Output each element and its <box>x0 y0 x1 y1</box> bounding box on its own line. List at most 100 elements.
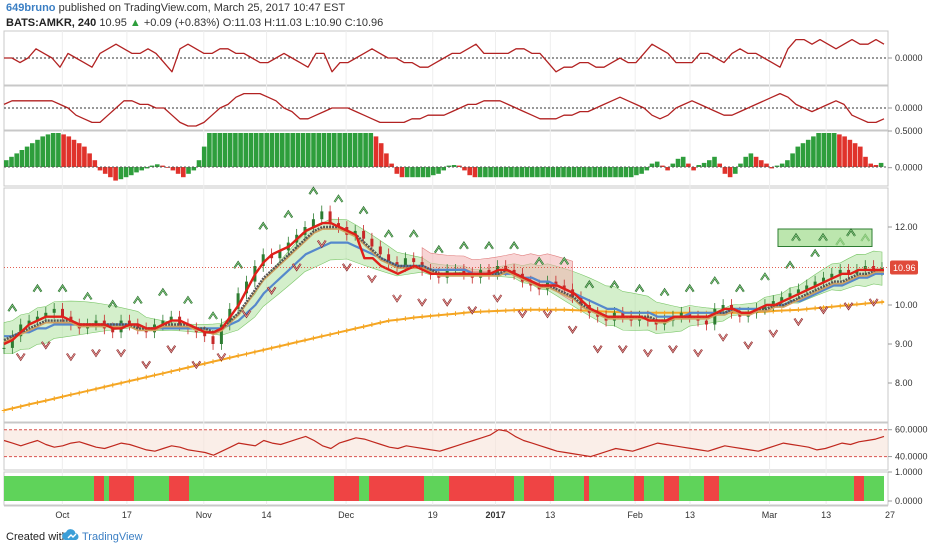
candle-body <box>830 273 834 278</box>
histogram-bar <box>66 136 72 167</box>
histogram-bar <box>139 167 144 171</box>
sell-chevron-icon <box>316 239 327 249</box>
histogram-bar <box>597 167 603 178</box>
ohlc-line: BATS:AMKR, 240 10.95 ▲ +0.09 (+0.83%) O:… <box>6 17 383 29</box>
candle-body <box>621 312 625 317</box>
histogram-bar <box>342 133 348 167</box>
buy-chevron-icon <box>208 311 218 320</box>
histogram-bar <box>790 153 795 167</box>
price-tick-label: 9.00 <box>895 339 913 349</box>
histogram-bar <box>76 143 82 167</box>
histogram-bar <box>873 165 879 167</box>
histogram-bar <box>493 167 499 178</box>
sell-chevron-icon <box>141 360 151 370</box>
histogram-bar <box>550 167 556 178</box>
candle-body <box>780 297 784 302</box>
buy-chevron-icon <box>760 272 770 281</box>
strip-tick-label-top: 1.0000 <box>895 467 923 477</box>
state-segment <box>134 476 169 501</box>
x-tick-label: Dec <box>338 510 355 520</box>
histogram-bar <box>186 167 191 174</box>
price-tick-label: 12.00 <box>895 222 918 232</box>
buy-chevron-icon <box>609 279 620 289</box>
histogram-bar <box>321 133 327 167</box>
buy-chevron-icon <box>810 248 820 258</box>
histogram-bar <box>82 146 87 167</box>
histogram-bar <box>566 167 571 178</box>
histogram-bar <box>779 163 785 167</box>
histogram-bar <box>404 167 410 178</box>
rsi-band <box>4 429 888 457</box>
candle-body <box>688 312 692 317</box>
sell-chevron-icon <box>517 310 528 319</box>
histogram-bar <box>160 165 165 167</box>
histogram-bar <box>363 133 368 167</box>
histogram-bar <box>155 164 160 167</box>
tradingview-brand[interactable]: TradingView <box>82 531 143 543</box>
buy-chevron-icon <box>358 205 369 215</box>
sell-chevron-icon <box>241 310 252 319</box>
histogram-bar <box>727 167 733 178</box>
low-value: L:10.90 <box>304 17 342 29</box>
histogram-bar <box>415 167 420 178</box>
histogram-bar <box>35 139 40 167</box>
histogram-bar <box>545 167 551 178</box>
buy-chevron-icon <box>333 194 344 203</box>
x-tick-label: 2017 <box>485 510 505 520</box>
buy-chevron-icon <box>57 283 68 293</box>
open-value: O:11.03 <box>222 17 262 29</box>
x-tick-label: 19 <box>428 510 438 520</box>
histogram-bar <box>196 160 202 167</box>
buy-chevron-icon <box>433 244 444 254</box>
histogram-bar <box>326 133 332 167</box>
histogram-bar <box>332 133 337 167</box>
state-segment <box>104 476 109 501</box>
histogram-bar <box>748 153 754 167</box>
histogram-bar <box>347 133 353 167</box>
candle-body <box>10 336 14 348</box>
histogram-bar <box>441 167 446 171</box>
sell-chevron-icon <box>15 352 26 362</box>
symbol-label: BATS:AMKR, 240 <box>6 17 97 29</box>
buy-chevron-icon <box>709 276 720 285</box>
sell-chevron-icon <box>768 329 779 338</box>
histogram-bar <box>269 133 275 167</box>
x-tick-label: Oct <box>55 510 70 520</box>
histogram-bar <box>811 136 816 167</box>
histogram-bar <box>628 167 634 178</box>
state-segment <box>109 476 134 501</box>
histogram-bar <box>191 167 197 171</box>
histogram-bar <box>201 146 207 167</box>
strip-tick-label-bottom: 0.0000 <box>895 496 923 506</box>
state-segment <box>719 476 854 501</box>
histogram-bar <box>280 133 285 167</box>
candle-body <box>19 324 23 337</box>
histogram-bar <box>56 133 61 167</box>
candle-body <box>788 293 792 298</box>
histogram-bar <box>774 165 780 167</box>
histogram-bar <box>462 167 467 171</box>
histogram-bar <box>785 160 790 167</box>
state-segment <box>584 476 589 501</box>
price-tick-label: 10.00 <box>895 300 918 310</box>
candle-body <box>61 308 64 317</box>
buy-chevron-icon <box>107 299 118 308</box>
histogram-bar <box>227 133 233 167</box>
candle-body <box>169 316 173 321</box>
sell-chevron-icon <box>417 298 427 307</box>
x-tick-label: 13 <box>821 510 831 520</box>
state-segment <box>524 476 554 501</box>
candle-body <box>44 312 48 317</box>
candle-body <box>838 269 842 274</box>
buy-chevron-icon <box>509 240 519 250</box>
candle-body <box>713 308 717 325</box>
histogram-bar <box>665 167 670 171</box>
histogram-bar <box>753 156 759 167</box>
histogram-bar <box>571 167 577 178</box>
histogram-bar <box>472 167 478 178</box>
sell-chevron-icon <box>718 333 728 342</box>
sma-red-line <box>3 221 884 346</box>
sell-chevron-icon <box>643 349 653 358</box>
author-name[interactable]: 649bruno <box>6 2 56 14</box>
